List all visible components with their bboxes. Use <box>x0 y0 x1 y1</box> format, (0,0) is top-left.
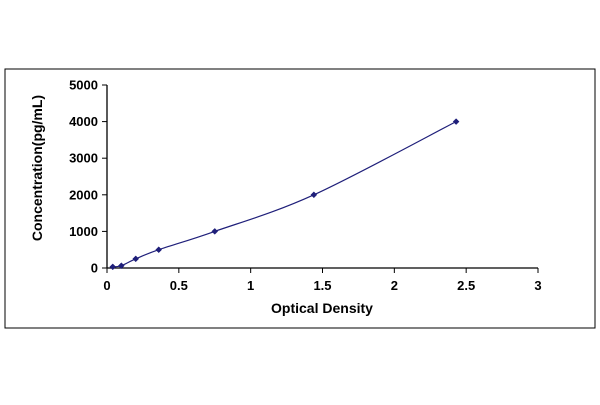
x-tick-label: 0 <box>103 278 110 293</box>
y-tick-label: 1000 <box>69 224 98 239</box>
y-tick-label: 2000 <box>69 187 98 202</box>
y-tick-label: 3000 <box>69 151 98 166</box>
y-tick-label: 0 <box>91 261 98 276</box>
chart-border <box>4 68 596 329</box>
data-point-marker <box>155 246 163 254</box>
data-point-marker <box>118 262 125 270</box>
data-point-marker <box>132 255 140 263</box>
x-axis-title: Optical Density <box>271 300 373 316</box>
y-tick-label: 5000 <box>69 78 98 93</box>
y-tick-label: 4000 <box>69 114 98 129</box>
x-tick-label: 3 <box>534 278 541 293</box>
ticks-layer: 0 0.5 1 1.5 2 2.5 3 0 1000 2000 3000 4000 5000 <box>69 78 542 294</box>
data-point-marker <box>452 118 460 125</box>
x-tick-label: 1 <box>247 278 254 293</box>
x-tick-label: 2 <box>391 278 398 293</box>
data-point-marker <box>310 191 318 199</box>
data-point-marker <box>109 263 117 271</box>
data-point-marker <box>211 228 219 235</box>
x-tick-label: 1.5 <box>313 278 331 293</box>
series-layer <box>109 118 460 271</box>
y-axis-title: Concentration(pg/mL) <box>29 95 45 241</box>
x-tick-label: 0.5 <box>170 278 188 293</box>
x-tick-label: 2.5 <box>457 278 475 293</box>
